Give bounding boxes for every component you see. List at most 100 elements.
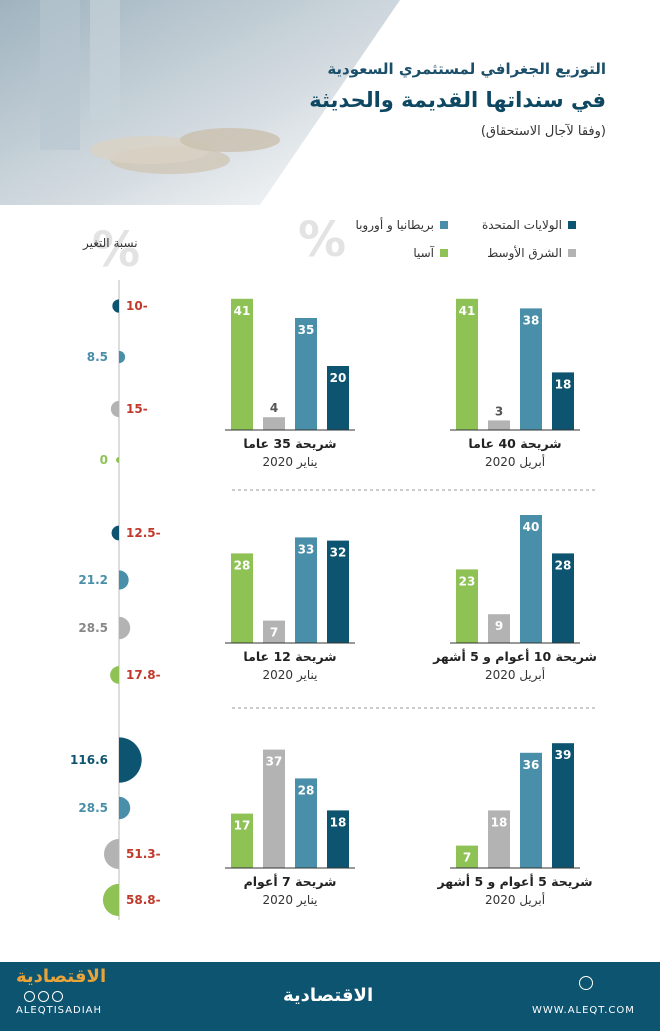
bar-label-0-middle-east: 3 xyxy=(495,404,503,418)
bar-5-usa xyxy=(327,810,349,868)
bar-3-europe xyxy=(295,537,317,643)
legend-percent-symbol: % xyxy=(298,212,347,268)
change-dot-1-middle-east xyxy=(119,616,131,640)
legend-label-europe: بريطانيا و أوروبا xyxy=(355,218,434,232)
bar-label-4-europe: 36 xyxy=(523,758,540,772)
legend-label-usa: الولايات المتحدة xyxy=(481,218,562,232)
change-column-title: نسبة التغير xyxy=(83,236,138,250)
panel-title-3: شريحة 12 عاما xyxy=(243,649,336,664)
bar-label-1-usa: 20 xyxy=(330,371,347,385)
panel-title-0: شريحة 40 عاما xyxy=(468,436,561,451)
bar-label-0-usa: 18 xyxy=(555,377,572,391)
panel-title-5: شريحة 7 أعوام xyxy=(244,873,337,890)
change-label-1-europe: 21.2 xyxy=(78,573,108,587)
bar-label-5-asia: 17 xyxy=(234,819,251,833)
legend-item-usa: الولايات المتحدة xyxy=(482,218,576,232)
change-label-1-usa: 12.5- xyxy=(126,526,161,540)
change-label-2-asia: 58.8- xyxy=(126,893,161,907)
bar-label-5-europe: 28 xyxy=(298,783,315,797)
change-dot-2-middle-east xyxy=(103,838,119,870)
site-logo-icon xyxy=(579,976,593,990)
footer-handle: ALEQTISADIAH xyxy=(16,1005,103,1016)
bar-label-4-usa: 39 xyxy=(555,748,572,762)
bar-0-europe xyxy=(520,308,542,430)
bar-label-2-middle-east: 9 xyxy=(495,619,503,633)
change-dot-0-middle-east xyxy=(110,400,119,418)
facebook-icon xyxy=(38,991,49,1002)
bar-label-1-asia: 41 xyxy=(234,304,251,318)
change-dot-0-europe xyxy=(119,350,126,364)
legend-swatch-middle-east xyxy=(568,249,576,257)
legend-swatch-usa xyxy=(568,221,576,229)
bar-label-4-middle-east: 18 xyxy=(491,815,508,829)
legend-item-middle-east: الشرق الأوسط xyxy=(487,246,576,260)
bar-label-0-europe: 38 xyxy=(523,313,540,327)
bar-4-asia xyxy=(456,845,478,868)
legend-label-middle-east: الشرق الأوسط xyxy=(487,246,562,260)
bar-4-middle-east xyxy=(488,810,510,868)
change-label-1-middle-east: 28.5 xyxy=(78,621,108,635)
bar-label-5-usa: 18 xyxy=(330,815,347,829)
bar-3-middle-east xyxy=(263,620,285,643)
panel-date-1: يناير 2020 xyxy=(263,455,318,470)
twitter-icon xyxy=(24,991,35,1002)
bar-1-middle-east xyxy=(263,417,285,430)
bar-label-3-asia: 28 xyxy=(234,558,251,572)
footer-left-brand: الاقتصادية xyxy=(16,966,107,987)
change-label-2-middle-east: 51.3- xyxy=(126,847,161,861)
bar-label-1-middle-east: 4 xyxy=(270,401,278,415)
panel-date-4: أبريل 2020 xyxy=(485,892,545,908)
bar-1-europe xyxy=(295,318,317,430)
change-label-0-middle-east: 15- xyxy=(126,402,148,416)
bar-label-2-usa: 28 xyxy=(555,558,572,572)
change-label-2-usa: 116.6 xyxy=(70,753,108,767)
bar-label-3-usa: 32 xyxy=(330,546,347,560)
bar-0-asia xyxy=(456,298,478,430)
change-percent-symbol: % xyxy=(92,222,141,278)
panel-date-2: أبريل 2020 xyxy=(485,667,545,683)
change-label-0-asia: 0 xyxy=(100,453,108,467)
bar-2-europe xyxy=(520,515,542,643)
change-label-0-usa: 10- xyxy=(126,299,148,313)
legend-swatch-europe xyxy=(440,221,448,229)
panel-date-5: يناير 2020 xyxy=(263,893,318,908)
title-line2: في سنداتها القديمة والحديثة xyxy=(309,88,606,112)
panel-title-2: شريحة 10 أعوام و 5 أشهر xyxy=(432,648,597,665)
change-label-1-asia: 17.8- xyxy=(126,668,161,682)
bar-label-2-asia: 23 xyxy=(459,574,476,588)
bar-0-middle-east xyxy=(488,420,510,430)
title-line1: التوزيع الجغرافي لمستثمري السعودية xyxy=(327,60,606,78)
bar-4-europe xyxy=(520,752,542,868)
change-dot-0-usa xyxy=(112,299,119,313)
bar-2-middle-east xyxy=(488,614,510,643)
bar-3-usa xyxy=(327,540,349,643)
panel-date-3: يناير 2020 xyxy=(263,668,318,683)
bar-label-5-middle-east: 37 xyxy=(266,755,283,769)
footer-bar xyxy=(0,962,660,1031)
bar-label-0-asia: 41 xyxy=(459,304,476,318)
bar-label-2-europe: 40 xyxy=(523,520,540,534)
bar-4-usa xyxy=(552,743,574,868)
bar-3-asia xyxy=(231,553,253,643)
bar-label-4-asia: 7 xyxy=(463,851,471,865)
bar-1-asia xyxy=(231,298,253,430)
change-label-2-europe: 28.5 xyxy=(78,801,108,815)
panel-title-1: شريحة 35 عاما xyxy=(243,436,336,451)
bar-label-3-middle-east: 7 xyxy=(270,626,278,640)
bar-label-3-europe: 33 xyxy=(298,542,315,556)
bar-5-europe xyxy=(295,778,317,868)
footer-logo: الاقتصادية xyxy=(283,985,374,1006)
subtitle: (وفقا لآجال الاستحقاق) xyxy=(480,124,606,139)
change-dot-2-usa xyxy=(119,737,142,783)
legend-swatch-asia xyxy=(440,249,448,257)
change-dot-1-europe xyxy=(119,570,129,590)
bar-2-usa xyxy=(552,553,574,643)
panel-date-0: أبريل 2020 xyxy=(485,454,545,470)
change-dot-2-asia xyxy=(102,883,119,917)
bar-5-asia xyxy=(231,813,253,868)
bar-2-asia xyxy=(456,569,478,643)
legend-label-asia: آسيا xyxy=(413,246,434,260)
change-dot-1-asia xyxy=(110,666,119,684)
header-photo xyxy=(0,0,400,205)
legend-item-europe: بريطانيا و أوروبا xyxy=(355,218,448,232)
